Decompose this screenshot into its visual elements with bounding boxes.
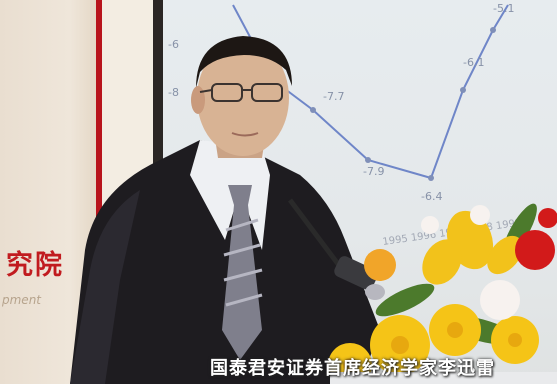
banner-subtitle-fragment: pment [2,293,41,307]
projected-chart-label: -7.7 [323,90,344,103]
projected-chart-label: -8 [168,86,179,99]
projected-chart-label: -6 [168,38,179,51]
white-flower [421,205,520,320]
projected-chart-label: -6.4 [421,190,442,203]
projected-chart-label: -7.9 [363,165,384,178]
red-flower [515,208,557,270]
photo-caption: 国泰君安证券首席经济学家李迅雷 [210,358,495,379]
orange-flower [364,249,396,281]
backdrop-banner: 究院 pment [0,0,100,384]
projected-chart-label: -5.1 [493,2,514,15]
banner-red-strip [96,0,102,384]
projected-chart-label: -6.1 [463,56,484,69]
speaker-hair [196,36,292,88]
banner-title-fragment: 究院 [6,250,64,281]
shirt-collar [190,140,270,250]
yellow-lily [422,210,523,285]
speaker-face [197,40,289,156]
eyeglasses [199,83,283,102]
microphone [288,198,385,300]
suit-jacket [70,140,380,384]
